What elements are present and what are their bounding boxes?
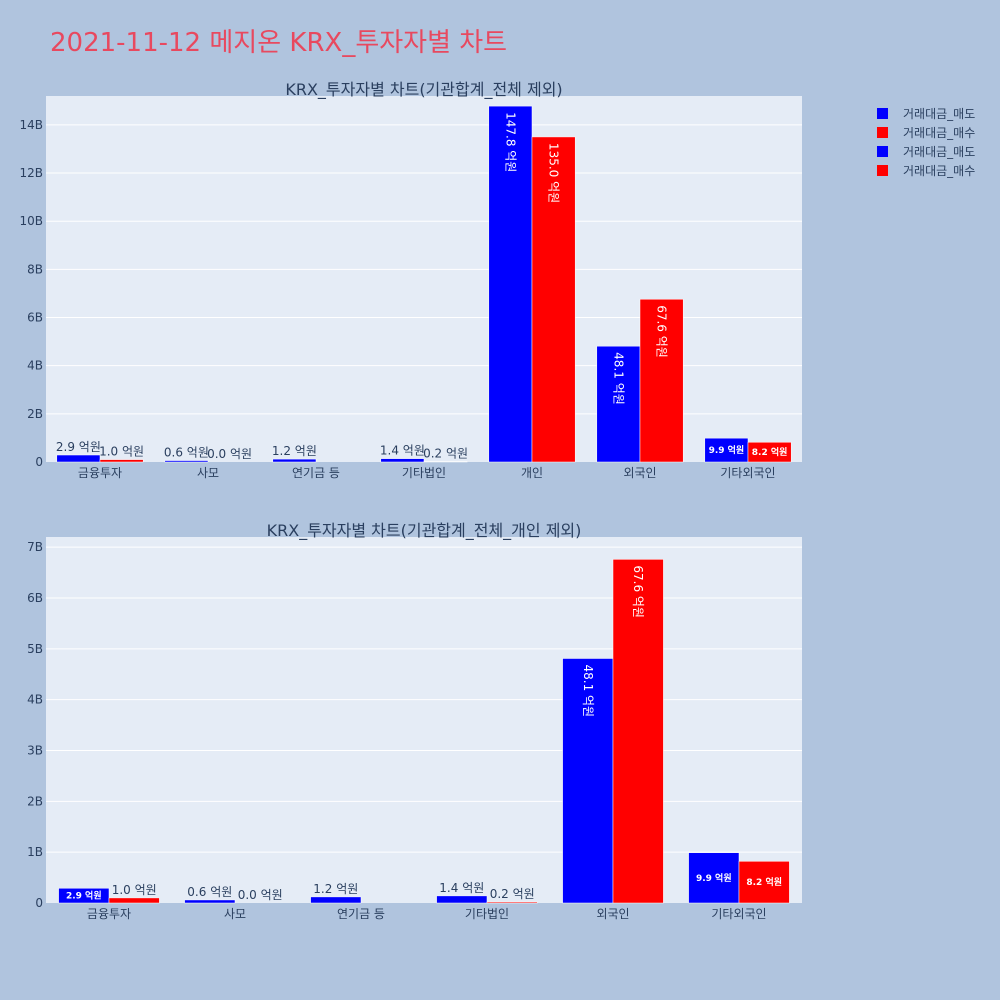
- bar-sell: [164, 460, 209, 463]
- y-tick-label: 6B: [27, 311, 43, 325]
- y-tick-label: 5B: [27, 642, 43, 656]
- x-tick-label: 기타법인: [465, 907, 509, 921]
- legend-swatch[interactable]: [877, 165, 888, 176]
- chart-title: KRX_투자자별 차트(기관합계_전체 제외): [285, 80, 562, 100]
- y-tick-label: 0: [35, 896, 43, 910]
- legend-swatch[interactable]: [877, 127, 888, 138]
- y-tick-label: 6B: [27, 591, 43, 605]
- bar-buy: [738, 861, 790, 904]
- data-label: 1.4 억원: [380, 444, 425, 458]
- chart-title: KRX_투자자별 차트(기관합계_전체_개인 제외): [267, 521, 582, 541]
- bar-sell: [488, 105, 533, 463]
- x-tick-label: 사모: [197, 466, 219, 480]
- x-tick-label: 기타외국인: [720, 466, 775, 480]
- y-tick-label: 4B: [27, 359, 43, 373]
- x-tick-label: 금융투자: [87, 907, 131, 921]
- x-tick-label: 외국인: [623, 466, 656, 480]
- data-label: 8.2 억원: [746, 876, 782, 888]
- bar-buy: [108, 897, 160, 904]
- y-tick-label: 12B: [19, 166, 43, 180]
- data-label: 8.2 억원: [752, 446, 788, 458]
- bar-buy: [747, 442, 792, 463]
- data-label: 1.4 억원: [439, 881, 484, 895]
- data-label: 147.8 억원: [503, 112, 517, 172]
- legend-label[interactable]: 거래대금_매도: [903, 145, 975, 159]
- legend-swatch[interactable]: [877, 146, 888, 157]
- bar-sell: [596, 345, 641, 463]
- data-label: 48.1 억원: [581, 664, 595, 717]
- data-label: 0.2 억원: [423, 447, 468, 461]
- y-tick-label: 1B: [27, 845, 43, 859]
- x-tick-label: 외국인: [596, 907, 629, 921]
- bar-sell: [688, 852, 740, 904]
- y-tick-label: 2B: [27, 794, 43, 808]
- bar-buy: [639, 298, 684, 463]
- y-tick-label: 4B: [27, 693, 43, 707]
- legend-label[interactable]: 거래대금_매도: [903, 107, 975, 121]
- bar-sell: [58, 888, 110, 904]
- data-label: 0.0 억원: [207, 447, 252, 461]
- bar-buy: [531, 136, 576, 463]
- data-label: 2.9 억원: [56, 440, 101, 454]
- x-tick-label: 연기금 등: [337, 907, 385, 921]
- bar-sell: [380, 458, 425, 463]
- data-label: 0.2 억원: [490, 887, 535, 901]
- bar-sell: [56, 454, 101, 463]
- data-label: 1.2 억원: [313, 882, 358, 896]
- y-tick-label: 0: [35, 455, 43, 469]
- data-label: 0.6 억원: [164, 446, 209, 460]
- data-label: 1.2 억원: [272, 444, 317, 458]
- data-label: 1.0 억원: [99, 445, 144, 459]
- bar-sell: [272, 458, 317, 463]
- bar-sell: [184, 899, 236, 904]
- y-tick-label: 8B: [27, 262, 43, 276]
- chart-panel-2: 0 1B 2B 3B 4B 5B 6B 7B KRX_투자자별 차트(기관합계_전체_개인 제외…: [27, 521, 802, 921]
- data-label: 2.9 억원: [66, 890, 102, 902]
- data-label: 48.1 억원: [611, 352, 625, 405]
- bar-buy: [612, 559, 664, 904]
- x-tick-label: 기타외국인: [711, 907, 766, 921]
- bar-buy: [486, 901, 538, 904]
- data-label: 1.0 억원: [112, 883, 157, 897]
- y-tick-label: 2B: [27, 407, 43, 421]
- legend-swatch[interactable]: [877, 108, 888, 119]
- page-title: 2021-11-12 메지온 KRX_투자자별 차트: [50, 28, 508, 58]
- y-tick-label: 14B: [19, 118, 43, 132]
- data-label: 9.9 억원: [709, 444, 745, 456]
- y-tick-label: 10B: [19, 214, 43, 228]
- legend-label[interactable]: 거래대금_매수: [903, 126, 975, 140]
- data-label: 0.0 억원: [238, 888, 283, 902]
- plot-background: [46, 96, 802, 462]
- x-tick-label: 금융투자: [78, 466, 122, 480]
- legend-label[interactable]: 거래대금_매수: [903, 164, 975, 178]
- data-label: 9.9 억원: [696, 872, 732, 884]
- bar-sell: [310, 896, 362, 904]
- bar-sell: [436, 895, 488, 904]
- data-label: 67.6 억원: [631, 565, 645, 618]
- bar-buy: [99, 459, 144, 463]
- x-tick-label: 기타법인: [402, 466, 446, 480]
- data-label: 135.0 억원: [547, 143, 561, 203]
- chart-panel-1: 0 2B 4B 6B 8B 10B 12B 14B KRX_투자자별 차트(기관합계_전체 제외…: [19, 80, 802, 480]
- data-label: 0.6 억원: [187, 885, 232, 899]
- plot-background: [46, 537, 802, 903]
- y-tick-label: 3B: [27, 744, 43, 758]
- y-tick-label: 7B: [27, 540, 43, 554]
- data-label: 67.6 억원: [655, 305, 669, 358]
- x-tick-label: 연기금 등: [292, 466, 340, 480]
- x-tick-label: 개인: [521, 466, 543, 480]
- x-tick-label: 사모: [224, 907, 246, 921]
